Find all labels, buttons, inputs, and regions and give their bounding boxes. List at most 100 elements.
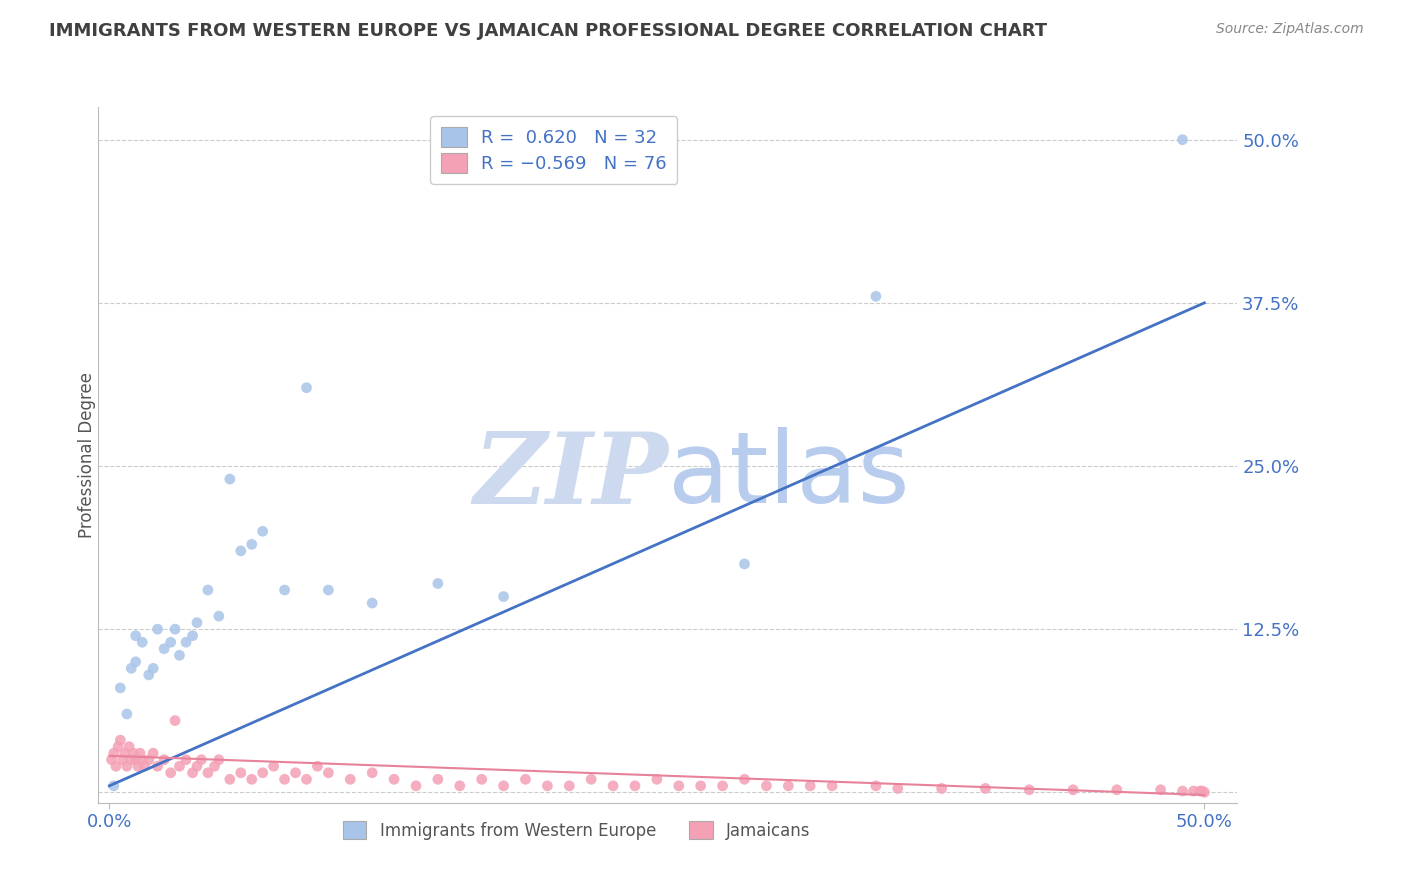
Point bbox=[186, 615, 208, 630]
Point bbox=[111, 753, 134, 767]
Point bbox=[115, 759, 138, 773]
Point bbox=[318, 582, 340, 597]
Point bbox=[120, 661, 142, 675]
Point bbox=[138, 753, 160, 767]
Point bbox=[208, 609, 231, 624]
Point bbox=[426, 576, 449, 591]
Point bbox=[339, 772, 361, 787]
Point bbox=[165, 622, 187, 636]
Point bbox=[124, 629, 146, 643]
Point bbox=[122, 746, 145, 760]
Point bbox=[865, 779, 887, 793]
Point bbox=[131, 635, 153, 649]
Point bbox=[318, 765, 340, 780]
Point bbox=[645, 772, 668, 787]
Point bbox=[146, 622, 169, 636]
Point bbox=[134, 759, 156, 773]
Point bbox=[115, 706, 138, 721]
Point bbox=[295, 772, 318, 787]
Point bbox=[181, 765, 204, 780]
Point bbox=[142, 661, 165, 675]
Point bbox=[165, 714, 187, 728]
Point bbox=[114, 746, 136, 760]
Point bbox=[515, 772, 537, 787]
Point bbox=[124, 655, 146, 669]
Point bbox=[931, 781, 953, 796]
Point bbox=[974, 781, 997, 796]
Point bbox=[110, 681, 132, 695]
Point bbox=[146, 759, 169, 773]
Point bbox=[295, 381, 318, 395]
Point bbox=[273, 772, 295, 787]
Point bbox=[711, 779, 734, 793]
Point bbox=[138, 668, 160, 682]
Point bbox=[865, 289, 887, 303]
Point bbox=[159, 765, 181, 780]
Point bbox=[284, 765, 307, 780]
Point bbox=[426, 772, 449, 787]
Point bbox=[624, 779, 647, 793]
Point bbox=[229, 765, 252, 780]
Point bbox=[218, 772, 240, 787]
Point bbox=[471, 772, 494, 787]
Point bbox=[229, 544, 252, 558]
Text: IMMIGRANTS FROM WESTERN EUROPE VS JAMAICAN PROFESSIONAL DEGREE CORRELATION CHART: IMMIGRANTS FROM WESTERN EUROPE VS JAMAIC… bbox=[49, 22, 1047, 40]
Point bbox=[821, 779, 844, 793]
Point bbox=[129, 746, 152, 760]
Point bbox=[1194, 785, 1216, 799]
Point bbox=[382, 772, 405, 787]
Point bbox=[142, 746, 165, 760]
Point bbox=[1105, 782, 1128, 797]
Point bbox=[197, 582, 219, 597]
Point bbox=[668, 779, 690, 793]
Point bbox=[449, 779, 471, 793]
Point bbox=[602, 779, 624, 793]
Point bbox=[755, 779, 778, 793]
Text: atlas: atlas bbox=[668, 427, 910, 524]
Text: Source: ZipAtlas.com: Source: ZipAtlas.com bbox=[1216, 22, 1364, 37]
Point bbox=[1018, 782, 1040, 797]
Point bbox=[103, 779, 125, 793]
Point bbox=[1189, 784, 1212, 798]
Point bbox=[1171, 133, 1194, 147]
Point bbox=[1171, 784, 1194, 798]
Point bbox=[186, 759, 208, 773]
Legend: Immigrants from Western Europe, Jamaicans: Immigrants from Western Europe, Jamaican… bbox=[336, 814, 817, 847]
Point bbox=[263, 759, 285, 773]
Point bbox=[100, 753, 122, 767]
Point bbox=[252, 524, 274, 539]
Point bbox=[103, 746, 125, 760]
Point bbox=[778, 779, 800, 793]
Point bbox=[190, 753, 212, 767]
Point bbox=[104, 759, 127, 773]
Point bbox=[734, 557, 756, 571]
Point bbox=[579, 772, 602, 787]
Point bbox=[361, 596, 384, 610]
Y-axis label: Professional Degree: Professional Degree bbox=[79, 372, 96, 538]
Point bbox=[131, 753, 153, 767]
Point bbox=[153, 641, 176, 656]
Point bbox=[174, 635, 197, 649]
Point bbox=[1191, 784, 1213, 798]
Point bbox=[218, 472, 240, 486]
Point bbox=[273, 582, 295, 597]
Point bbox=[159, 635, 181, 649]
Point bbox=[1062, 782, 1084, 797]
Point bbox=[536, 779, 558, 793]
Point bbox=[734, 772, 756, 787]
Point bbox=[361, 765, 384, 780]
Text: ZIP: ZIP bbox=[472, 427, 668, 524]
Point bbox=[110, 733, 132, 747]
Point bbox=[124, 753, 146, 767]
Point bbox=[169, 759, 191, 773]
Point bbox=[492, 779, 515, 793]
Point bbox=[1149, 782, 1171, 797]
Point bbox=[127, 759, 149, 773]
Point bbox=[169, 648, 191, 663]
Point bbox=[204, 759, 226, 773]
Point bbox=[405, 779, 427, 793]
Point bbox=[799, 779, 821, 793]
Point bbox=[208, 753, 231, 767]
Point bbox=[181, 629, 204, 643]
Point bbox=[174, 753, 197, 767]
